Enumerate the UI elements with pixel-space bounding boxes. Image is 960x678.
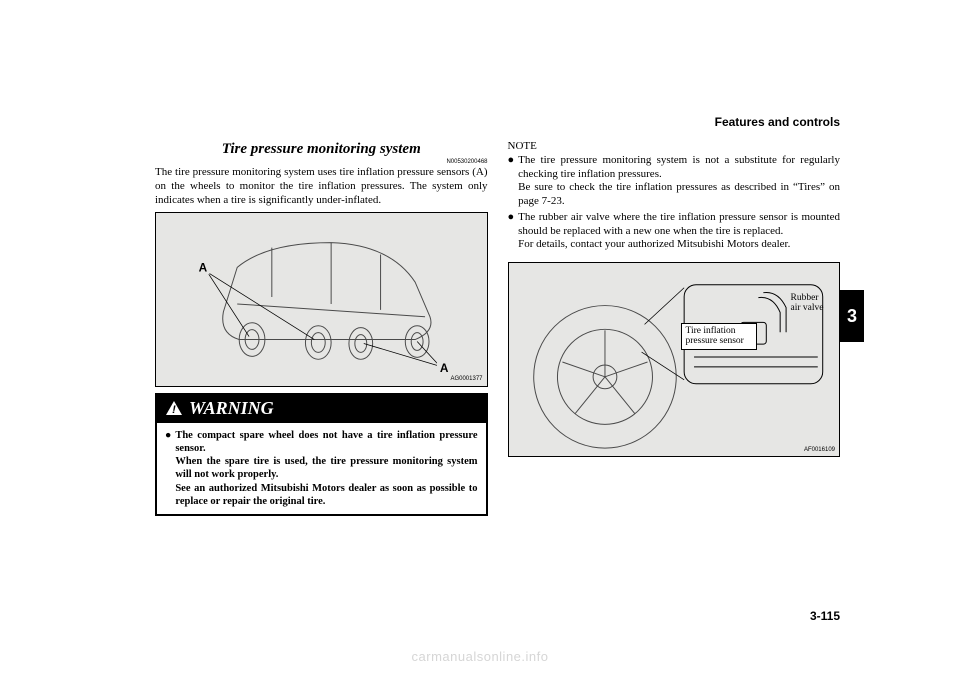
car-sensor-figure: A A AG0001377 [155, 212, 488, 387]
warning-box: ! WARNING ● The compact spare wheel does… [155, 393, 488, 516]
note-text: The rubber air valve where the tire infl… [518, 211, 840, 252]
figure-id-left: AG0001377 [450, 376, 482, 384]
svg-text:!: ! [172, 404, 176, 416]
note-item: ● The rubber air valve where the tire in… [508, 211, 841, 252]
warning-heading: ! WARNING [157, 395, 486, 424]
figure-label-a1: A [199, 260, 208, 274]
running-head: Features and controls [715, 115, 840, 129]
figure-id-right: AF0016109 [804, 447, 835, 455]
warning-triangle-icon: ! [165, 400, 183, 416]
warning-text: The compact spare wheel does not have a … [175, 429, 477, 508]
figure-label-a2: A [440, 361, 449, 375]
note-item: ● The tire pressure monitoring system is… [508, 154, 841, 209]
car-illustration: A A [156, 213, 487, 386]
note-text: The tire pressure monitoring system is n… [518, 154, 840, 209]
callout-sensor: Tire inflation pressure sensor [681, 323, 757, 350]
bullet-icon: ● [508, 154, 515, 209]
watermark: carmanualsonline.info [0, 649, 960, 664]
left-column: Tire pressure monitoring system N0053020… [155, 140, 488, 516]
callout-valve: Rubber air valve [787, 291, 833, 316]
intro-paragraph: The tire pressure monitoring system uses… [155, 166, 488, 207]
bullet-icon: ● [508, 211, 515, 252]
tire-valve-figure: Tire inflation pressure sensor Rubber ai… [508, 262, 841, 457]
section-title: Tire pressure monitoring system [155, 140, 488, 159]
warning-bullet-icon: ● [165, 429, 171, 508]
manual-page: Features and controls Tire pressure moni… [0, 0, 960, 678]
warning-heading-text: WARNING [189, 397, 274, 420]
chapter-tab: 3 [840, 290, 864, 342]
section-code: N00530200468 [155, 159, 488, 167]
warning-body: ● The compact spare wheel does not have … [157, 423, 486, 514]
two-column-layout: Tire pressure monitoring system N0053020… [155, 140, 840, 516]
note-label: NOTE [508, 140, 841, 154]
note-list: ● The tire pressure monitoring system is… [508, 154, 841, 252]
right-column: NOTE ● The tire pressure monitoring syst… [508, 140, 841, 516]
page-number: 3-115 [810, 609, 840, 623]
